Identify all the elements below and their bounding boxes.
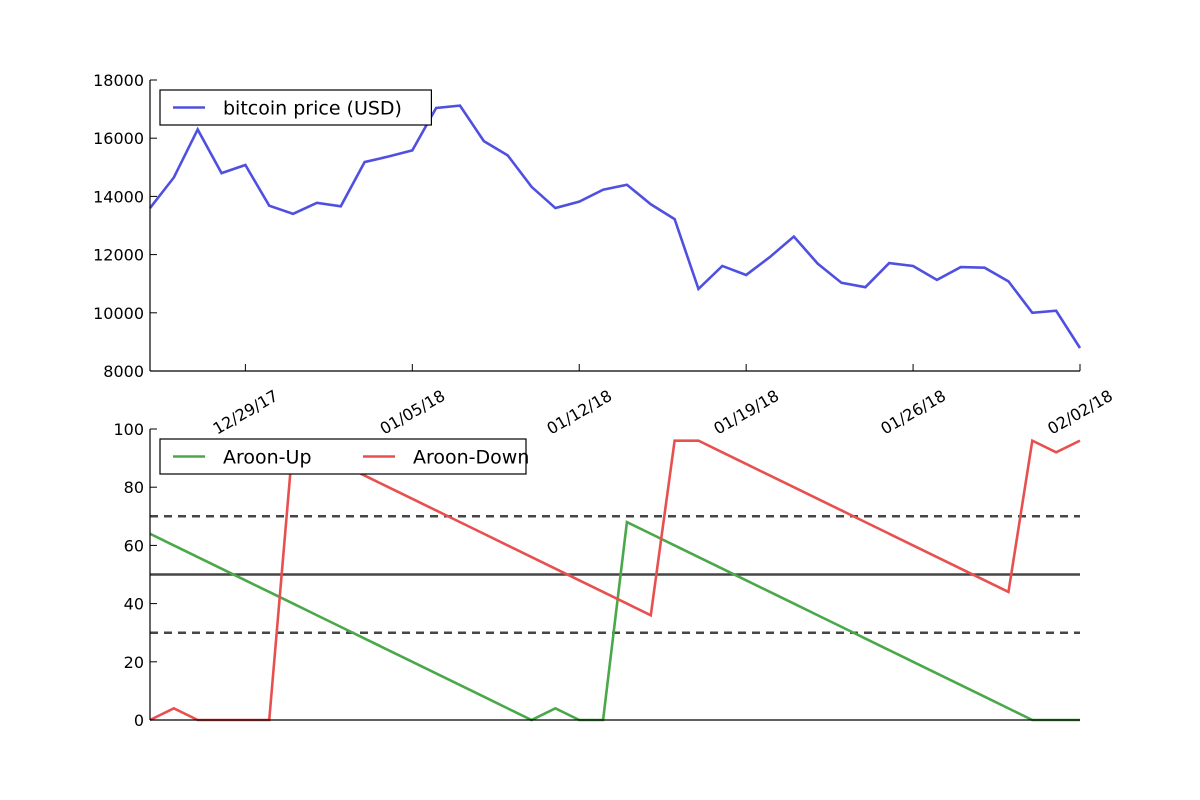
y-tick-label: 100 (113, 420, 144, 439)
y-tick-label: 40 (124, 595, 144, 614)
legend-label: Aroon-Down (413, 447, 529, 469)
series-line-aroon-up (149, 520, 1080, 722)
y-tick-label: 12000 (93, 246, 144, 265)
x-tick-label: 12/29/17 (210, 386, 282, 438)
x-tick-label: 01/12/18 (543, 386, 615, 438)
y-tick-label: 20 (124, 653, 144, 672)
price-chart-panel: 8000 10000 12000 14000 16000 18000 12/29/17 01/… (93, 71, 1116, 438)
x-tick-label: 01/26/18 (877, 386, 949, 438)
y-tick-label: 16000 (93, 129, 144, 148)
y-tick-label: 18000 (93, 71, 144, 90)
y-tick-label: 10000 (93, 304, 144, 323)
x-tick-label: 02/02/18 (1044, 386, 1116, 438)
aroon-chart-panel: 0 20 40 60 80 100 Aroon-Up Aroon-Down (113, 420, 1081, 730)
legend-box (159, 89, 432, 126)
legend-box (159, 438, 527, 475)
legend-label: bitcoin price (USD) (223, 98, 402, 120)
x-tick-label: 01/05/18 (377, 386, 449, 438)
y-tick-label: 0 (134, 711, 144, 730)
legend-label: Aroon-Up (223, 447, 312, 469)
series-line-aroon-down (149, 438, 1081, 722)
series-line-bitcoin-price-usd (148, 104, 1082, 349)
legend: bitcoin price (USD) (159, 89, 432, 126)
x-tick-label: 01/19/18 (710, 386, 782, 438)
y-tick-label: 14000 (93, 187, 144, 206)
y-tick-label: 8000 (103, 362, 144, 381)
y-tick-label: 80 (124, 478, 144, 497)
y-tick-label: 60 (124, 536, 144, 555)
legend: Aroon-Up Aroon-Down (159, 438, 529, 475)
